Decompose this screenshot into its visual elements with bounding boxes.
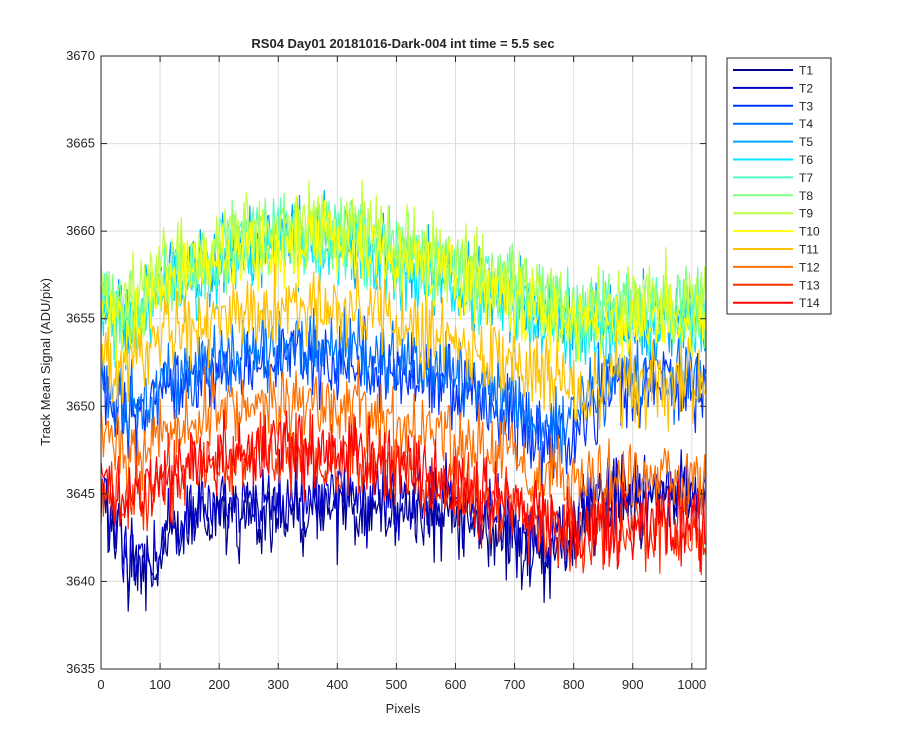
series-line-t11 [100,261,707,432]
series-line-t13 [100,408,707,576]
tick-layer: 0 100 200 300 400 500 600 700 800 900 1000 3635 3640… [66,48,706,692]
y-tick-label: 3645 [66,486,95,501]
legend: T1 T2 T3 T4 T5 T6 T7 T8 T9 T10 T11 T12 T13 T14 [726,57,832,315]
y-axis-label: Track Mean Signal (ADU/pix) [38,278,53,446]
legend-label-t7: T7 [799,171,813,185]
x-tick-label: 900 [622,677,644,692]
legend-label-t2: T2 [799,81,813,95]
legend-label-t12: T12 [799,260,820,274]
x-axis-label: Pixels [386,701,421,716]
x-tick-label: 700 [504,677,526,692]
legend-label-t9: T9 [799,207,813,221]
x-tick-label: 1000 [677,677,706,692]
legend-label-t13: T13 [799,278,820,292]
x-tick-label: 200 [208,677,230,692]
legend-label-t6: T6 [799,153,813,167]
axes-box [100,55,707,670]
x-tick-label: 800 [563,677,585,692]
x-tick-label: 0 [97,677,104,692]
y-tick-label: 3635 [66,661,95,676]
legend-label-t14: T14 [799,296,820,310]
series-line-t10 [100,195,707,369]
series-line-t12 [100,359,707,517]
y-tick-label: 3650 [66,398,95,413]
x-tick-label: 600 [445,677,467,692]
x-tick-label: 100 [149,677,171,692]
legend-label-t3: T3 [799,99,813,113]
y-tick-label: 3665 [66,136,95,151]
x-tick-label: 500 [386,677,408,692]
y-tick-label: 3655 [66,311,95,326]
y-tick-label: 3640 [66,573,95,588]
legend-label-t11: T11 [799,243,819,257]
legend-box [726,57,832,315]
series-layer [100,179,707,612]
legend-label-t1: T1 [799,64,813,78]
series-line-t14 [100,409,707,573]
chart-title: RS04 Day01 20181016-Dark-004 int time = … [251,36,554,51]
legend-label-t8: T8 [799,189,813,203]
x-tick-label: 300 [267,677,289,692]
y-tick-label: 3660 [66,223,95,238]
x-tick-label: 400 [326,677,348,692]
legend-label-t5: T5 [799,135,813,149]
series-line-t4 [100,305,707,464]
legend-label-t4: T4 [799,117,813,131]
legend-label-t10: T10 [799,225,820,239]
y-tick-label: 3670 [66,48,95,63]
